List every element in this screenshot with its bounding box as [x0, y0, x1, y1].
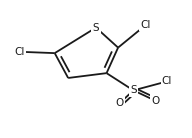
Text: S: S — [130, 85, 137, 95]
Text: Cl: Cl — [141, 20, 151, 30]
Text: O: O — [116, 98, 124, 108]
Text: O: O — [151, 96, 160, 106]
Text: Cl: Cl — [162, 76, 172, 86]
Text: S: S — [93, 23, 99, 33]
Text: Cl: Cl — [14, 47, 24, 57]
